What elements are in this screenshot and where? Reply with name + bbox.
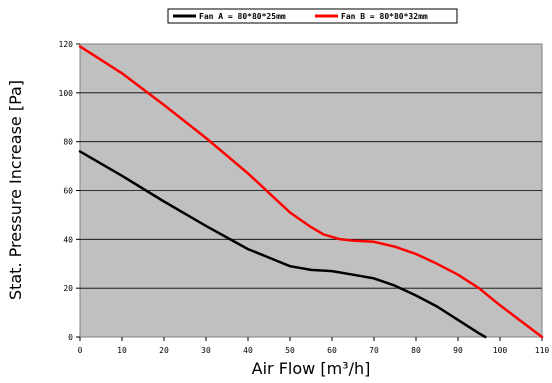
y-axis-ticks: 0 20 40 60 80 100 120 [59, 40, 80, 342]
y-tick-label: 120 [59, 40, 74, 49]
x-tick-label: 90 [453, 346, 463, 355]
y-tick-label: 0 [68, 333, 73, 342]
y-tick-label: 20 [63, 284, 73, 293]
x-tick-label: 80 [411, 346, 421, 355]
y-tick-label: 80 [63, 138, 73, 147]
x-tick-label: 0 [78, 346, 83, 355]
legend-label-fan-a: Fan A = 80*80*25mm [199, 12, 286, 21]
x-tick-label: 20 [159, 346, 169, 355]
legend: Fan A = 80*80*25mm Fan B = 80*80*32mm [167, 8, 458, 24]
legend-box [167, 8, 458, 24]
x-axis-title: Air Flow [m³/h] [252, 359, 371, 378]
y-tick-label: 100 [59, 89, 74, 98]
x-tick-label: 40 [243, 346, 253, 355]
x-tick-label: 100 [493, 346, 508, 355]
y-axis-title: Stat. Pressure Increase [Pa] [6, 80, 25, 300]
x-tick-label: 70 [369, 346, 379, 355]
y-tick-label: 40 [63, 235, 73, 244]
series-line-fan-b [78, 45, 544, 339]
y-tick-label: 60 [63, 187, 73, 196]
x-tick-label: 110 [535, 346, 550, 355]
legend-label-fan-b: Fan B = 80*80*32mm [341, 12, 428, 21]
x-tick-label: 30 [201, 346, 211, 355]
series-line-fan-a [78, 150, 487, 339]
x-axis-ticks: 0 10 20 30 40 50 60 70 80 90 100 110 [78, 337, 550, 355]
x-tick-label: 50 [285, 346, 295, 355]
x-tick-label: 10 [117, 346, 127, 355]
x-tick-label: 60 [327, 346, 337, 355]
grid [80, 92, 542, 289]
series-lines [78, 45, 544, 339]
